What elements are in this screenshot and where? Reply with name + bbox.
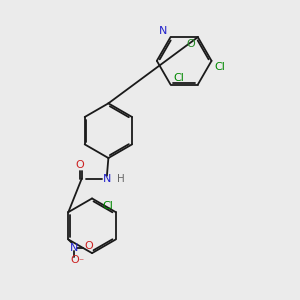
Text: Cl: Cl <box>103 201 113 211</box>
Text: Cl: Cl <box>214 62 225 72</box>
Text: N: N <box>70 243 79 254</box>
Text: O: O <box>70 255 79 265</box>
Text: N: N <box>159 26 167 36</box>
Text: O: O <box>76 160 85 170</box>
Text: O: O <box>187 39 196 49</box>
Text: Cl: Cl <box>173 73 184 83</box>
Text: N: N <box>103 174 111 184</box>
Text: O: O <box>85 241 94 251</box>
Text: H: H <box>117 174 125 184</box>
Text: ⁻: ⁻ <box>79 257 84 267</box>
